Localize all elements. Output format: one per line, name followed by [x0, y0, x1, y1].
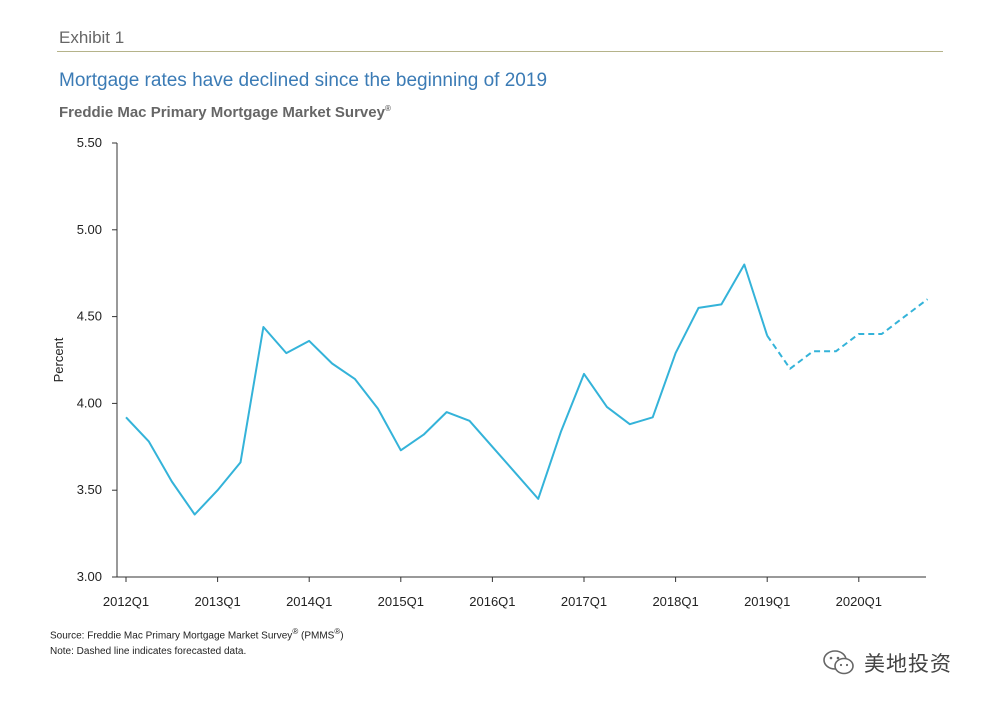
x-tick-label: 2020Q1 [836, 594, 882, 609]
chart-subtitle: Freddie Mac Primary Mortgage Market Surv… [59, 104, 391, 121]
wechat-icon [823, 650, 854, 675]
watermark-text: 美地投资 [864, 653, 952, 676]
series-line-forecast [766, 298, 929, 370]
x-tick-label: 2015Q1 [378, 594, 424, 609]
source-note: Source: Freddie Mac Primary Mortgage Mar… [50, 627, 344, 641]
x-ticks: 2012Q1 2013Q1 2014Q1 2015Q1 2016Q1 2017Q1 2018… [103, 577, 882, 609]
y-tick-label: 4.50 [77, 309, 102, 324]
header-rule [57, 51, 943, 52]
y-ticks: 5.50 5.00 4.50 4.00 3.50 3.00 [77, 135, 117, 584]
registered-mark: ® [384, 104, 391, 113]
y-axis-label: Percent [51, 337, 66, 382]
y-tick-label: 3.50 [77, 482, 102, 497]
exhibit-label: Exhibit 1 [59, 28, 125, 47]
source-close: ) [340, 630, 344, 642]
y-tick-label: 3.00 [77, 569, 102, 584]
x-tick-label: 2019Q1 [744, 594, 790, 609]
subtitle-text: Freddie Mac Primary Mortgage Market Surv… [59, 104, 385, 121]
watermark: 美地投资 [822, 648, 952, 678]
series-line-actual [125, 263, 769, 516]
y-tick-label: 4.00 [77, 395, 102, 410]
x-tick-label: 2014Q1 [286, 594, 332, 609]
source-registered-mark-2: ® [334, 627, 341, 636]
source-registered-mark: ® [292, 627, 299, 636]
x-tick-label: 2018Q1 [652, 594, 698, 609]
x-tick-label: 2012Q1 [103, 594, 149, 609]
source-text: Source: Freddie Mac Primary Mortgage Mar… [50, 630, 293, 642]
x-tick-label: 2017Q1 [561, 594, 607, 609]
y-tick-label: 5.00 [77, 222, 102, 237]
y-tick-label: 5.50 [77, 135, 102, 150]
forecast-note: Note: Dashed line indicates forecasted d… [50, 646, 247, 657]
source-pmms: (PMMS [298, 630, 335, 642]
x-tick-label: 2016Q1 [469, 594, 515, 609]
series-group [125, 263, 929, 516]
chart-title: Mortgage rates have declined since the b… [59, 70, 548, 91]
x-tick-label: 2013Q1 [194, 594, 240, 609]
